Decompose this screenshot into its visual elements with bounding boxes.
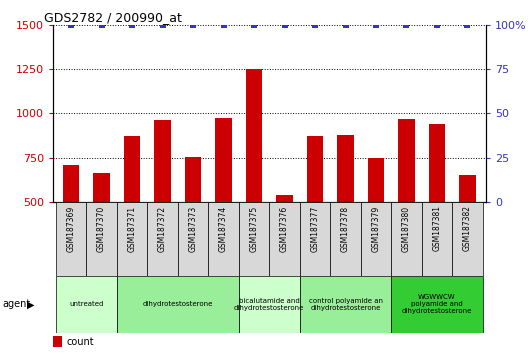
Bar xyxy=(124,136,140,290)
Text: agent: agent xyxy=(3,299,31,309)
Point xyxy=(97,22,106,28)
Bar xyxy=(337,135,354,290)
Bar xyxy=(178,202,209,276)
Bar xyxy=(330,202,361,276)
Bar xyxy=(239,202,269,276)
Text: ▶: ▶ xyxy=(27,299,34,309)
Text: GSM187376: GSM187376 xyxy=(280,205,289,252)
Bar xyxy=(93,173,110,290)
Point xyxy=(463,22,472,28)
Text: GSM187375: GSM187375 xyxy=(250,205,259,252)
Point xyxy=(128,22,136,28)
Bar xyxy=(117,276,239,333)
Text: GSM187380: GSM187380 xyxy=(402,205,411,252)
Bar xyxy=(239,276,300,333)
Text: bicalutamide and
dihydrotestosterone: bicalutamide and dihydrotestosterone xyxy=(234,298,305,311)
Point xyxy=(67,22,76,28)
Bar xyxy=(459,175,476,290)
Point xyxy=(280,22,289,28)
Bar xyxy=(56,202,87,276)
Text: GSM187372: GSM187372 xyxy=(158,205,167,252)
Bar xyxy=(367,158,384,290)
Text: count: count xyxy=(67,337,95,347)
Text: GSM187382: GSM187382 xyxy=(463,205,472,251)
Point xyxy=(311,22,319,28)
Bar xyxy=(300,276,391,333)
Point xyxy=(372,22,380,28)
Text: GSM187374: GSM187374 xyxy=(219,205,228,252)
Bar xyxy=(422,202,452,276)
Point xyxy=(158,22,167,28)
Point xyxy=(189,22,197,28)
Bar xyxy=(361,202,391,276)
Point xyxy=(250,22,258,28)
Text: untreated: untreated xyxy=(69,302,103,307)
Bar xyxy=(452,202,483,276)
Text: GSM187378: GSM187378 xyxy=(341,205,350,252)
Bar xyxy=(154,120,171,290)
Text: GSM187371: GSM187371 xyxy=(128,205,137,252)
Bar xyxy=(53,336,62,347)
Text: GSM187370: GSM187370 xyxy=(97,205,106,252)
Text: GSM187369: GSM187369 xyxy=(67,205,76,252)
Bar xyxy=(391,276,483,333)
Point xyxy=(219,22,228,28)
Bar xyxy=(269,202,300,276)
Point xyxy=(433,22,441,28)
Text: GSM187381: GSM187381 xyxy=(432,205,441,251)
Bar xyxy=(56,276,117,333)
Bar xyxy=(391,202,422,276)
Text: GSM187377: GSM187377 xyxy=(310,205,319,252)
Bar xyxy=(185,157,202,290)
Bar xyxy=(117,202,147,276)
Bar xyxy=(307,136,324,290)
Point xyxy=(402,22,411,28)
Text: dihydrotestosterone: dihydrotestosterone xyxy=(143,302,213,307)
Point xyxy=(341,22,350,28)
Bar xyxy=(429,124,445,290)
Text: GSM187379: GSM187379 xyxy=(372,205,381,252)
Text: GSM187373: GSM187373 xyxy=(188,205,197,252)
Text: GDS2782 / 200990_at: GDS2782 / 200990_at xyxy=(44,11,182,24)
Bar xyxy=(147,202,178,276)
Bar xyxy=(87,202,117,276)
Bar xyxy=(246,69,262,290)
Text: control polyamide an
dihydrotestosterone: control polyamide an dihydrotestosterone xyxy=(308,298,382,311)
Text: WGWWCW
polyamide and
dihydrotestosterone: WGWWCW polyamide and dihydrotestosterone xyxy=(402,295,472,314)
Bar xyxy=(276,195,293,290)
Bar xyxy=(300,202,330,276)
Bar xyxy=(209,202,239,276)
Bar xyxy=(63,165,80,290)
Bar xyxy=(215,118,232,290)
Bar xyxy=(398,119,415,290)
